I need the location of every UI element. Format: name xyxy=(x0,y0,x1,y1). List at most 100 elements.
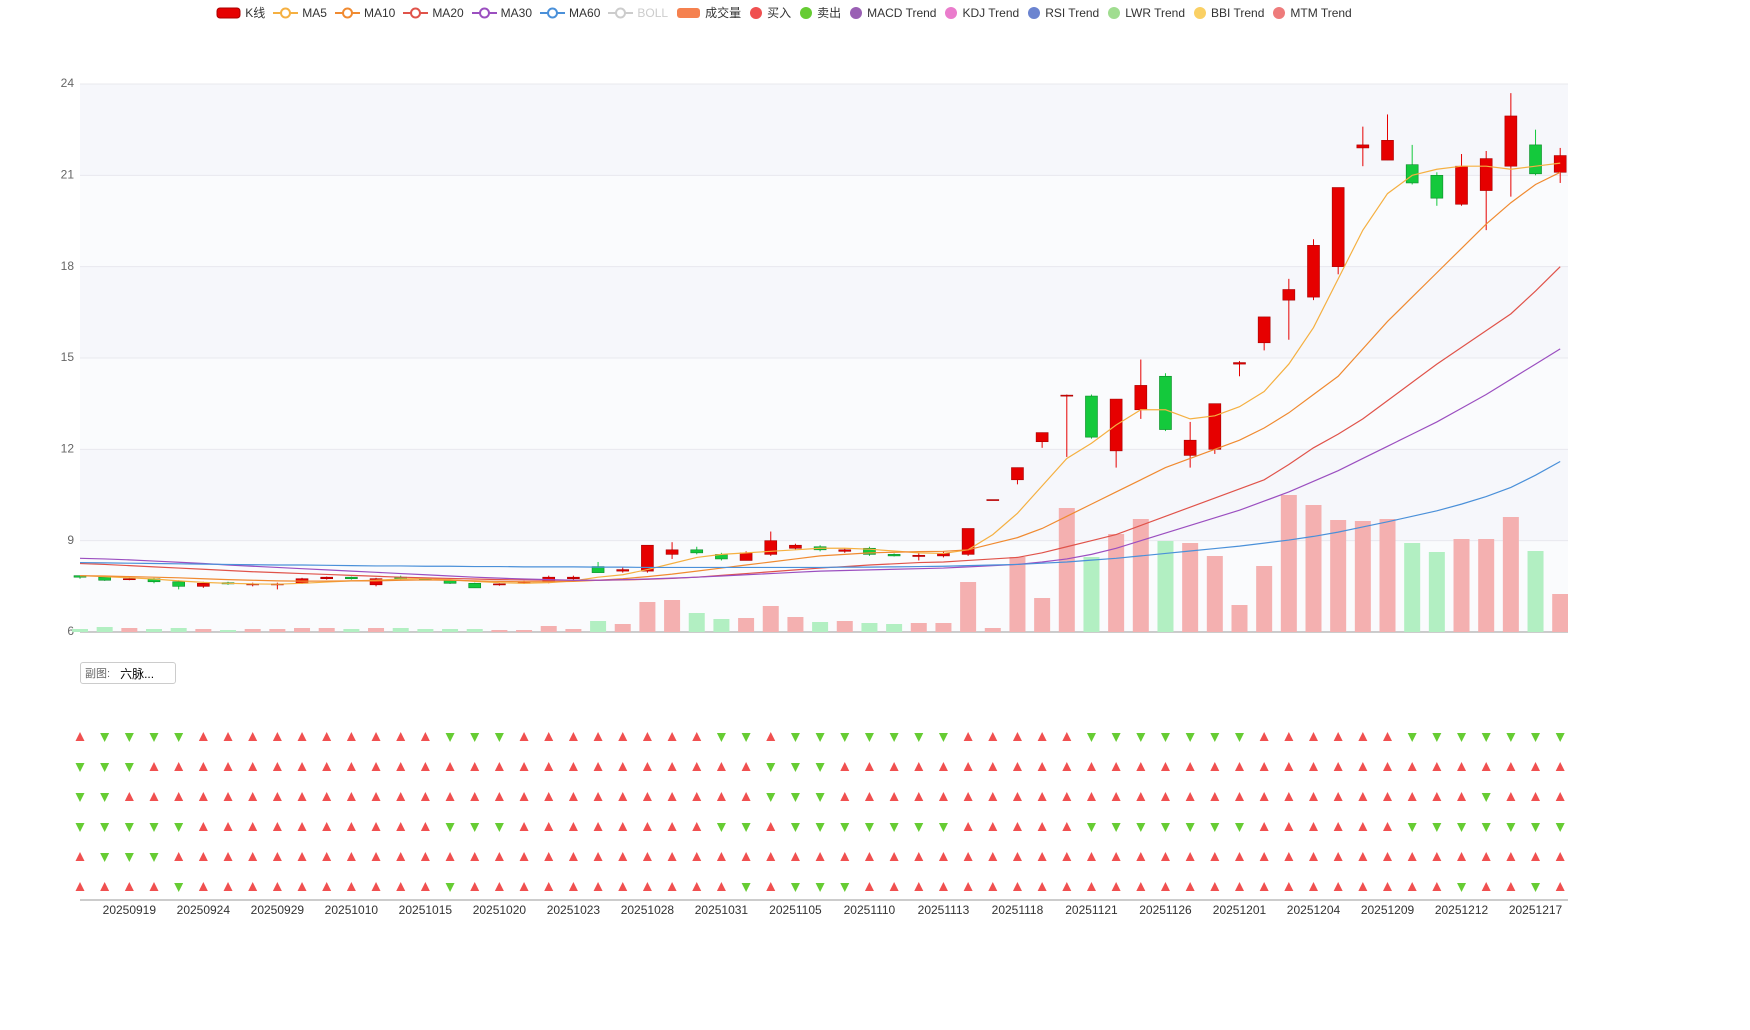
signal-marker xyxy=(1037,852,1047,861)
volume-bar xyxy=(72,629,88,632)
candle-body xyxy=(98,576,111,581)
legend-item[interactable]: MA5 xyxy=(273,6,327,20)
signal-marker xyxy=(1506,852,1516,861)
signal-marker xyxy=(1432,823,1442,832)
volume-bar xyxy=(639,602,656,632)
volume-bar xyxy=(318,628,335,632)
legend-item[interactable]: 买入 xyxy=(749,4,791,21)
volume-bar xyxy=(1305,505,1322,632)
signal-marker xyxy=(642,762,652,771)
signal-marker xyxy=(667,852,677,861)
signal-marker xyxy=(1457,852,1467,861)
signal-marker xyxy=(938,762,948,771)
signal-marker xyxy=(297,792,307,801)
legend-item[interactable]: K线 xyxy=(216,4,265,21)
signal-marker xyxy=(618,882,628,891)
signal-marker xyxy=(1160,792,1170,801)
signal-marker xyxy=(470,882,480,891)
candle-body xyxy=(1085,395,1098,438)
signal-marker xyxy=(1407,823,1417,832)
signal-marker xyxy=(519,732,529,741)
ma-line xyxy=(79,266,1561,581)
signal-marker xyxy=(519,762,529,771)
legend-label: BBI Trend xyxy=(1211,5,1265,20)
signal-marker xyxy=(445,823,455,832)
legend-swatch xyxy=(410,7,422,18)
signal-marker xyxy=(1531,762,1541,771)
subchart-value: 六脉... xyxy=(120,666,155,681)
signal-marker xyxy=(124,763,134,772)
signal-marker xyxy=(396,762,406,771)
signal-marker xyxy=(1383,732,1393,741)
legend-item[interactable]: BOLL xyxy=(608,6,668,20)
signal-marker xyxy=(248,822,258,831)
candle-body xyxy=(1504,115,1518,167)
candle-body xyxy=(1529,144,1542,175)
legend-item[interactable]: KDJ Trend xyxy=(944,6,1019,20)
legend-item[interactable]: BBI Trend xyxy=(1193,6,1264,20)
legend-item[interactable]: LWR Trend xyxy=(1107,6,1185,20)
subchart-select[interactable]: 副图: 六脉... xyxy=(80,662,176,684)
legend-item[interactable]: MA30 xyxy=(471,6,532,20)
x-tick-label: 20251212 xyxy=(1435,903,1489,917)
legend-icon xyxy=(850,6,863,19)
signal-marker xyxy=(766,793,776,802)
signal-marker xyxy=(692,852,702,861)
signal-marker xyxy=(914,852,924,861)
signal-marker xyxy=(840,852,850,861)
legend-item[interactable]: MTM Trend xyxy=(1272,6,1352,20)
legend-item[interactable]: RSI Trend xyxy=(1027,6,1099,20)
legend-label: MA20 xyxy=(432,5,464,20)
legend-item[interactable]: MA20 xyxy=(403,5,464,20)
candle-body xyxy=(789,544,802,549)
legend-item[interactable]: MA10 xyxy=(334,6,395,20)
signal-marker xyxy=(593,762,603,771)
legend-item[interactable]: MA60 xyxy=(540,6,600,20)
signal-marker xyxy=(1086,762,1096,771)
signal-marker xyxy=(1185,823,1195,832)
signal-marker xyxy=(642,852,652,861)
signal-marker xyxy=(223,852,233,861)
signal-marker xyxy=(494,762,504,771)
legend-item[interactable]: MACD Trend xyxy=(849,6,936,20)
signal-marker xyxy=(272,792,282,801)
signal-marker xyxy=(445,733,455,742)
legend-item[interactable]: 成交量 xyxy=(676,4,741,21)
legend-swatch xyxy=(850,6,863,19)
signal-marker xyxy=(75,823,85,832)
signal-marker xyxy=(716,882,726,891)
volume-bar xyxy=(1478,539,1495,632)
volume-bar xyxy=(392,628,409,632)
legend: K线 MA5 MA10 MA20 MA30 MA60 BOLL 成交量 买入 卖出 MACD Tre… xyxy=(0,4,1568,21)
volume-bar xyxy=(664,600,681,632)
signal-marker xyxy=(346,852,356,861)
signal-marker xyxy=(445,792,455,801)
signal-marker xyxy=(766,822,776,831)
signal-marker xyxy=(1383,822,1393,831)
signal-marker xyxy=(1333,852,1343,861)
volume-bar xyxy=(1009,557,1026,632)
legend-icon xyxy=(216,7,241,18)
legend-icon xyxy=(471,7,497,18)
legend-item[interactable]: 卖出 xyxy=(799,4,841,21)
signal-marker xyxy=(1407,733,1417,742)
signal-marker xyxy=(1210,733,1220,742)
signal-marker xyxy=(470,792,480,801)
x-tick-label: 20250919 xyxy=(103,903,157,917)
signal-marker xyxy=(174,883,184,892)
signal-marker xyxy=(642,822,652,831)
signal-marker xyxy=(519,792,529,801)
signal-marker xyxy=(322,762,332,771)
signal-marker xyxy=(544,852,554,861)
signal-marker xyxy=(963,762,973,771)
signal-marker xyxy=(1234,792,1244,801)
signal-marker xyxy=(766,882,776,891)
signal-marker xyxy=(1111,762,1121,771)
x-tick-label: 20251118 xyxy=(992,903,1044,917)
volume-bar xyxy=(1157,541,1174,632)
signal-marker xyxy=(1383,852,1393,861)
candle-body xyxy=(986,499,1000,501)
signal-marker xyxy=(470,762,480,771)
volume-bar xyxy=(1132,519,1149,632)
